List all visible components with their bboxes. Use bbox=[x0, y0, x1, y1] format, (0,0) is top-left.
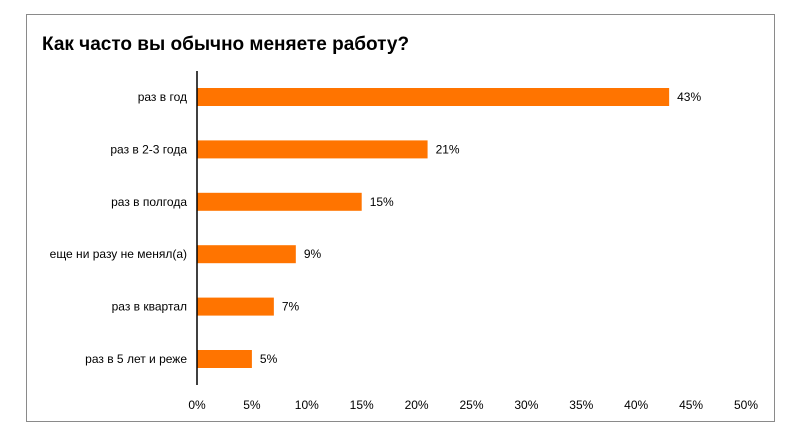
category-label-4: еще ни разу не менял(а) bbox=[50, 247, 187, 261]
category-label-1: раз в год bbox=[138, 90, 187, 104]
bar-3 bbox=[197, 192, 362, 211]
bar-4 bbox=[197, 245, 296, 264]
data-label-5: 7% bbox=[282, 300, 300, 314]
data-label-1: 43% bbox=[677, 90, 701, 104]
x-tick-label-2: 5% bbox=[243, 398, 261, 412]
x-tick-label-3: 10% bbox=[295, 398, 319, 412]
x-tick-label-9: 40% bbox=[624, 398, 648, 412]
chart-title: Как часто вы обычно меняете работу? bbox=[42, 34, 410, 55]
x-tick-label-6: 25% bbox=[459, 398, 483, 412]
data-label-6: 5% bbox=[260, 352, 278, 366]
x-tick-label-4: 15% bbox=[350, 398, 374, 412]
category-label-2: раз в 2-3 года bbox=[110, 142, 187, 156]
bar-5 bbox=[197, 297, 274, 316]
data-label-3: 15% bbox=[370, 195, 394, 209]
x-tick-label-10: 45% bbox=[679, 398, 703, 412]
x-tick-label-5: 20% bbox=[405, 398, 429, 412]
data-label-4: 9% bbox=[304, 247, 322, 261]
category-label-5: раз в квартал bbox=[112, 300, 187, 314]
bar-1 bbox=[197, 88, 670, 106]
bar-6 bbox=[197, 350, 252, 368]
x-tick-label-8: 35% bbox=[569, 398, 593, 412]
x-tick-label-7: 30% bbox=[514, 398, 538, 412]
chart-frame bbox=[26, 14, 775, 422]
category-label-3: раз в полгода bbox=[111, 195, 187, 209]
x-tick-label-1: 0% bbox=[188, 398, 206, 412]
bar-2 bbox=[197, 140, 428, 159]
category-label-6: раз в 5 лет и реже bbox=[85, 352, 187, 366]
x-tick-label-11: 50% bbox=[734, 398, 758, 412]
data-label-2: 21% bbox=[436, 142, 460, 156]
